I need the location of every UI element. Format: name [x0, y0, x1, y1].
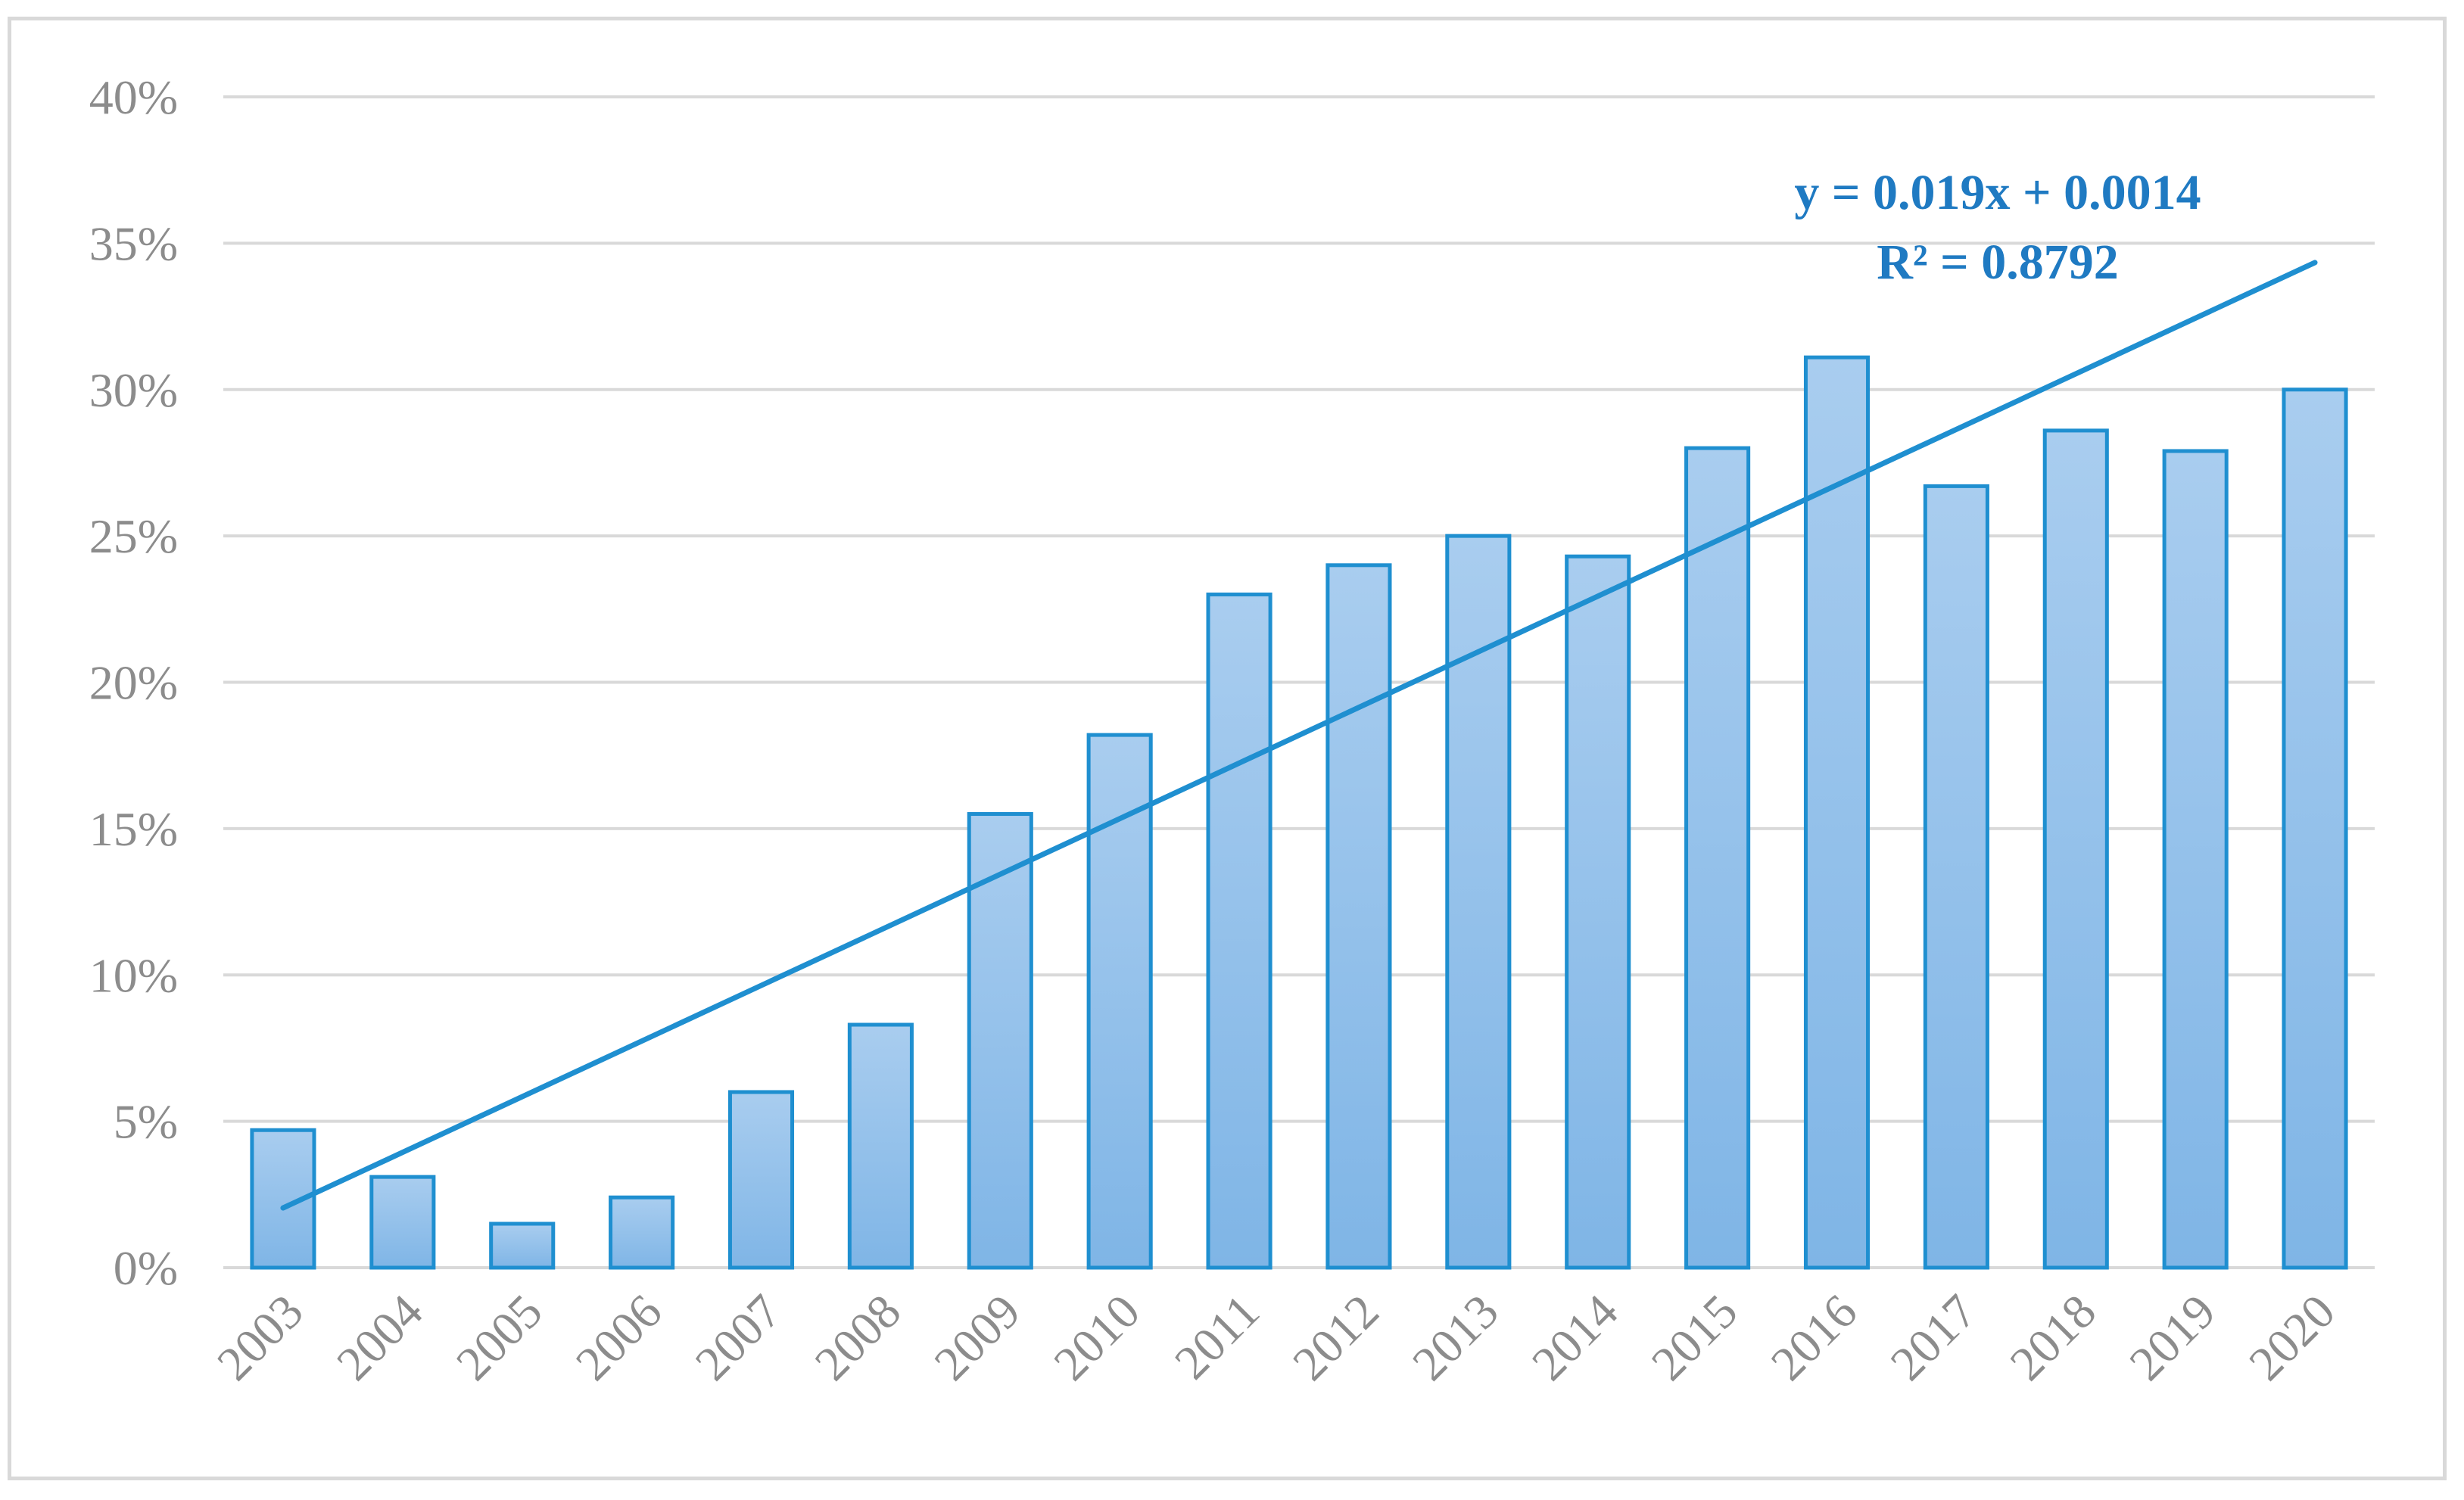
x-tick-label: 2020	[2238, 1284, 2345, 1391]
x-tick-label: 2005	[446, 1284, 553, 1391]
bar-2017	[1923, 484, 1989, 1270]
bar-2016	[1803, 355, 1871, 1270]
trendline-group: y = 0.019x + 0.0014 R² = 0.8792	[280, 165, 2318, 1211]
x-tick-label: 2010	[1043, 1284, 1150, 1391]
bar-2015	[1684, 446, 1751, 1270]
bar-2008	[847, 1022, 914, 1270]
y-tick-label: 5%	[114, 1095, 178, 1149]
bar-chart: 0%5%10%15%20%25%30%35%40% 2003 2004 2005 20…	[89, 70, 2375, 1391]
y-tick-label: 35%	[89, 216, 178, 270]
x-axis-ticks: 2003 2004 2005 2006 2007 2008 2009 2010 2011 2012…	[207, 1284, 2345, 1391]
trendline-r-squared: R² = 0.8792	[1877, 235, 2119, 290]
bar-2012	[1325, 563, 1392, 1270]
x-tick-label: 2012	[1282, 1284, 1389, 1391]
y-tick-label: 25%	[89, 509, 178, 563]
x-tick-label: 2009	[924, 1284, 1030, 1391]
x-tick-label: 2014	[1522, 1284, 1628, 1391]
x-tick-label: 2013	[1402, 1284, 1509, 1391]
bar-2004	[369, 1175, 436, 1270]
x-tick-label: 2004	[326, 1284, 433, 1391]
bar-2013	[1445, 534, 1512, 1270]
bars	[250, 355, 2348, 1270]
x-tick-label: 2017	[1880, 1284, 1987, 1391]
bar-2018	[2042, 428, 2109, 1270]
y-tick-label: 10%	[89, 948, 178, 1002]
y-tick-label: 15%	[89, 802, 178, 856]
x-tick-label: 2011	[1164, 1284, 1269, 1390]
bar-2010	[1086, 733, 1153, 1270]
bar-2006	[609, 1195, 675, 1270]
y-tick-label: 0%	[114, 1241, 178, 1295]
x-tick-label: 2007	[685, 1284, 792, 1391]
bar-2009	[967, 812, 1033, 1270]
bar-2007	[727, 1090, 795, 1270]
x-tick-label: 2008	[805, 1284, 911, 1391]
trendline	[280, 260, 2318, 1211]
x-tick-label: 2016	[1761, 1284, 1867, 1391]
y-axis-ticks: 0% 5% 10% 15% 20% 25% 30% 35% 40%	[89, 70, 178, 1295]
bar-2005	[489, 1221, 556, 1270]
x-tick-label: 2006	[565, 1284, 672, 1391]
y-tick-label: 20%	[89, 656, 178, 710]
y-tick-label: 40%	[89, 70, 178, 124]
bar-2019	[2162, 449, 2229, 1270]
x-tick-label: 2019	[2119, 1284, 2226, 1391]
x-tick-label: 2015	[1641, 1284, 1748, 1391]
bar-2014	[1565, 554, 1631, 1270]
x-tick-label: 2018	[1999, 1284, 2106, 1391]
x-tick-label: 2003	[207, 1284, 313, 1391]
y-tick-label: 30%	[89, 363, 178, 417]
bar-2011	[1206, 592, 1272, 1270]
chart-frame: 0% 5% 10% 15% 20% 25% 30% 35% 40% 2003 2004 2005 20…	[8, 17, 2447, 1480]
bar-2020	[2282, 387, 2348, 1270]
gridlines	[223, 95, 2375, 1269]
trendline-equation: y = 0.019x + 0.0014	[1794, 165, 2201, 220]
